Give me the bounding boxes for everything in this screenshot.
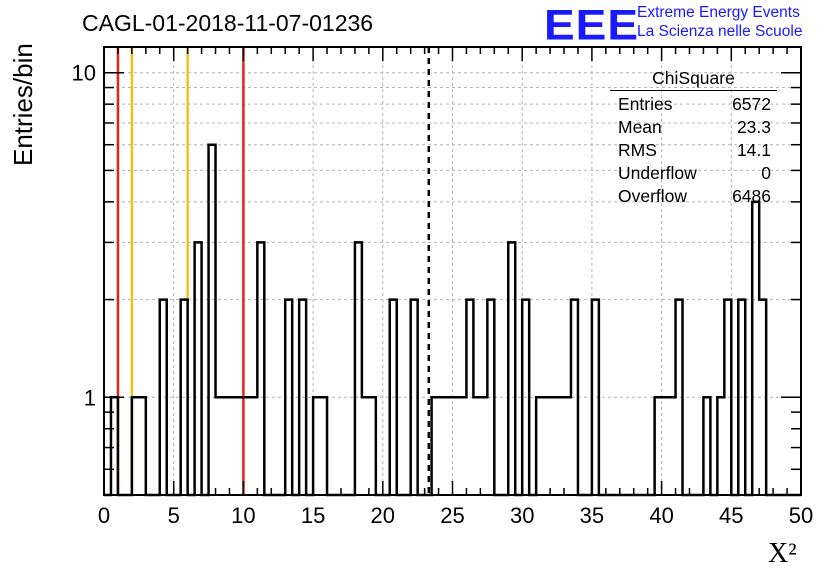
stats-value: 6486 bbox=[732, 186, 771, 206]
grid-lines bbox=[104, 47, 801, 495]
y-tick-label: 1 bbox=[84, 385, 96, 410]
stats-label: Entries bbox=[618, 94, 673, 114]
axis-ticks bbox=[103, 47, 802, 496]
stats-box: ChiSquare Entries 6572 Mean 23.3 RMS 14.… bbox=[610, 68, 777, 208]
stats-label: Mean bbox=[618, 117, 662, 137]
stats-row-overflow: Overflow 6486 bbox=[610, 185, 777, 208]
stats-row-underflow: Underflow 0 bbox=[610, 162, 777, 185]
x-tick-label: 40 bbox=[649, 503, 673, 528]
x-tick-label: 15 bbox=[301, 503, 325, 528]
tick-labels: 0 5 10 15 20 25 30 35 40 45 50 1 10 bbox=[72, 61, 814, 528]
logo-line-2: La Scienza nelle Scuole bbox=[637, 23, 803, 40]
x-tick-label: 45 bbox=[719, 503, 743, 528]
stats-label: Underflow bbox=[618, 163, 697, 183]
x-tick-label: 50 bbox=[789, 503, 813, 528]
stats-value: 6572 bbox=[732, 94, 771, 114]
logo-line-1: Extreme Energy Events bbox=[637, 4, 800, 21]
y-tick-label: 10 bbox=[72, 61, 96, 86]
x-axis-label: X² bbox=[768, 538, 797, 569]
x-tick-label: 10 bbox=[231, 503, 255, 528]
stats-label: RMS bbox=[618, 140, 657, 160]
marker-lines bbox=[116, 47, 431, 495]
x-tick-label: 0 bbox=[98, 503, 110, 528]
x-tick-label: 30 bbox=[510, 503, 534, 528]
x-tick-label: 25 bbox=[440, 503, 464, 528]
stats-row-entries: Entries 6572 bbox=[610, 93, 777, 116]
stats-value: 0 bbox=[761, 163, 771, 183]
stats-title: ChiSquare bbox=[610, 68, 777, 91]
x-tick-label: 35 bbox=[580, 503, 604, 528]
stats-row-rms: RMS 14.1 bbox=[610, 139, 777, 162]
x-tick-label: 5 bbox=[168, 503, 180, 528]
chart-title: CAGL-01-2018-11-07-01236 bbox=[82, 10, 374, 36]
stats-label: Overflow bbox=[618, 186, 688, 206]
stats-value: 23.3 bbox=[736, 117, 771, 137]
stats-row-mean: Mean 23.3 bbox=[610, 116, 777, 139]
x-tick-label: 20 bbox=[371, 503, 395, 528]
y-axis-label: Entries/bin bbox=[8, 43, 38, 166]
eee-logo: EEE bbox=[544, 1, 640, 49]
stats-value: 14.1 bbox=[736, 140, 771, 160]
